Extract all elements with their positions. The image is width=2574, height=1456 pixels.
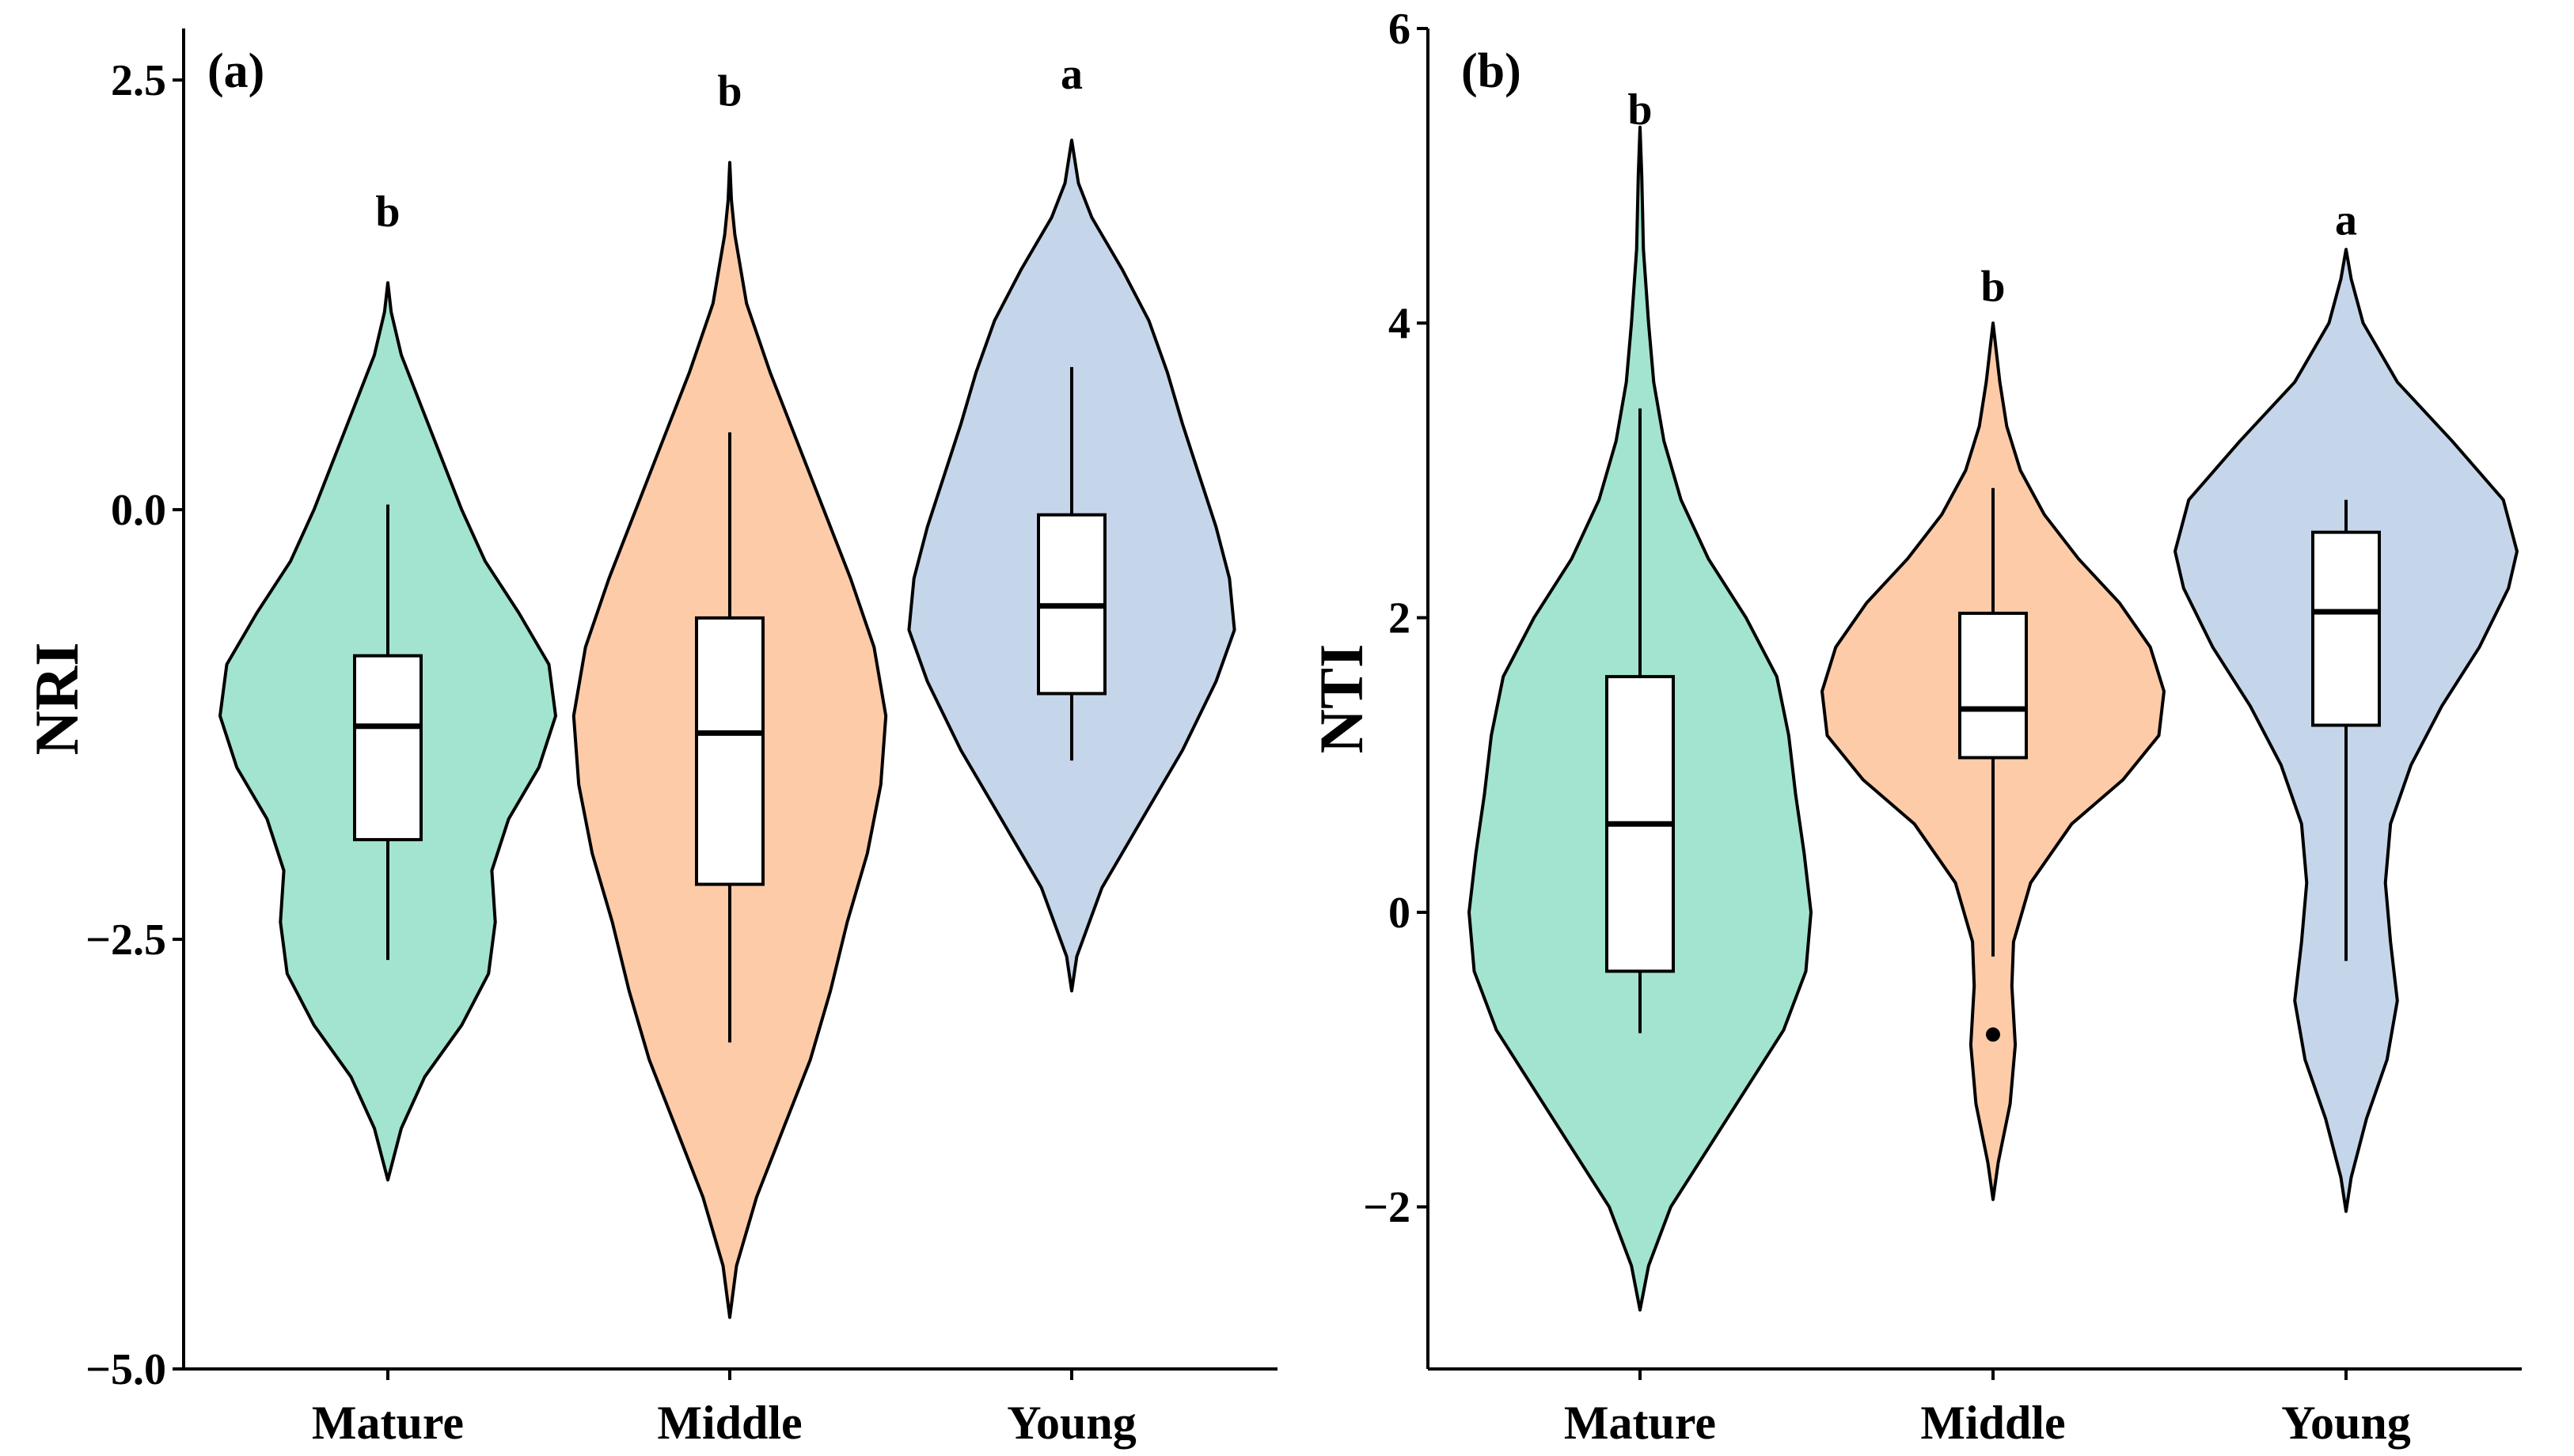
y-tick-label: 6 [1388, 5, 1410, 54]
y-tick-label: −2 [1363, 1183, 1410, 1232]
y-axis-title: NRI [22, 642, 91, 755]
significance-letter-middle: b [717, 67, 742, 116]
significance-letter-young: a [2335, 196, 2357, 245]
y-tick-label: 0.0 [111, 486, 166, 535]
box-mature [353, 654, 423, 842]
x-category-label: Young [1007, 1397, 1136, 1449]
y-axis-title: NTI [1307, 644, 1376, 754]
y-tick-label: −5.0 [85, 1345, 166, 1394]
outlier-middle [1986, 1027, 2000, 1042]
y-tick-label: 2 [1388, 594, 1410, 643]
significance-letter-middle: b [1980, 262, 2005, 311]
x-category-label: Middle [657, 1397, 802, 1449]
panel-a-nri: b b a −5.0 −2.5 0.0 2.5 Mature Middle Young NRI (a) [22, 28, 1278, 1449]
panel-b-nti: b b a −2 0 2 4 6 Mature Middle Young NTI (b) [1307, 5, 2522, 1449]
significance-letter-young: a [1061, 50, 1083, 99]
box-middle [695, 616, 765, 886]
x-category-label: Young [2281, 1397, 2410, 1449]
x-category-label: Mature [312, 1397, 464, 1449]
box-young [2311, 530, 2381, 727]
y-tick-label: 0 [1388, 889, 1410, 938]
significance-letter-mature: b [375, 188, 400, 237]
box-middle [1958, 612, 2028, 760]
panel-tag: (a) [207, 44, 264, 98]
y-tick-label: −2.5 [85, 916, 166, 965]
x-category-label: Middle [1920, 1397, 2065, 1449]
panel-tag: (b) [1461, 44, 1521, 98]
y-tick-label: 2.5 [111, 56, 166, 105]
x-category-label: Mature [1564, 1397, 1716, 1449]
significance-letter-mature: b [1627, 85, 1652, 135]
y-tick-label: 4 [1388, 299, 1410, 348]
